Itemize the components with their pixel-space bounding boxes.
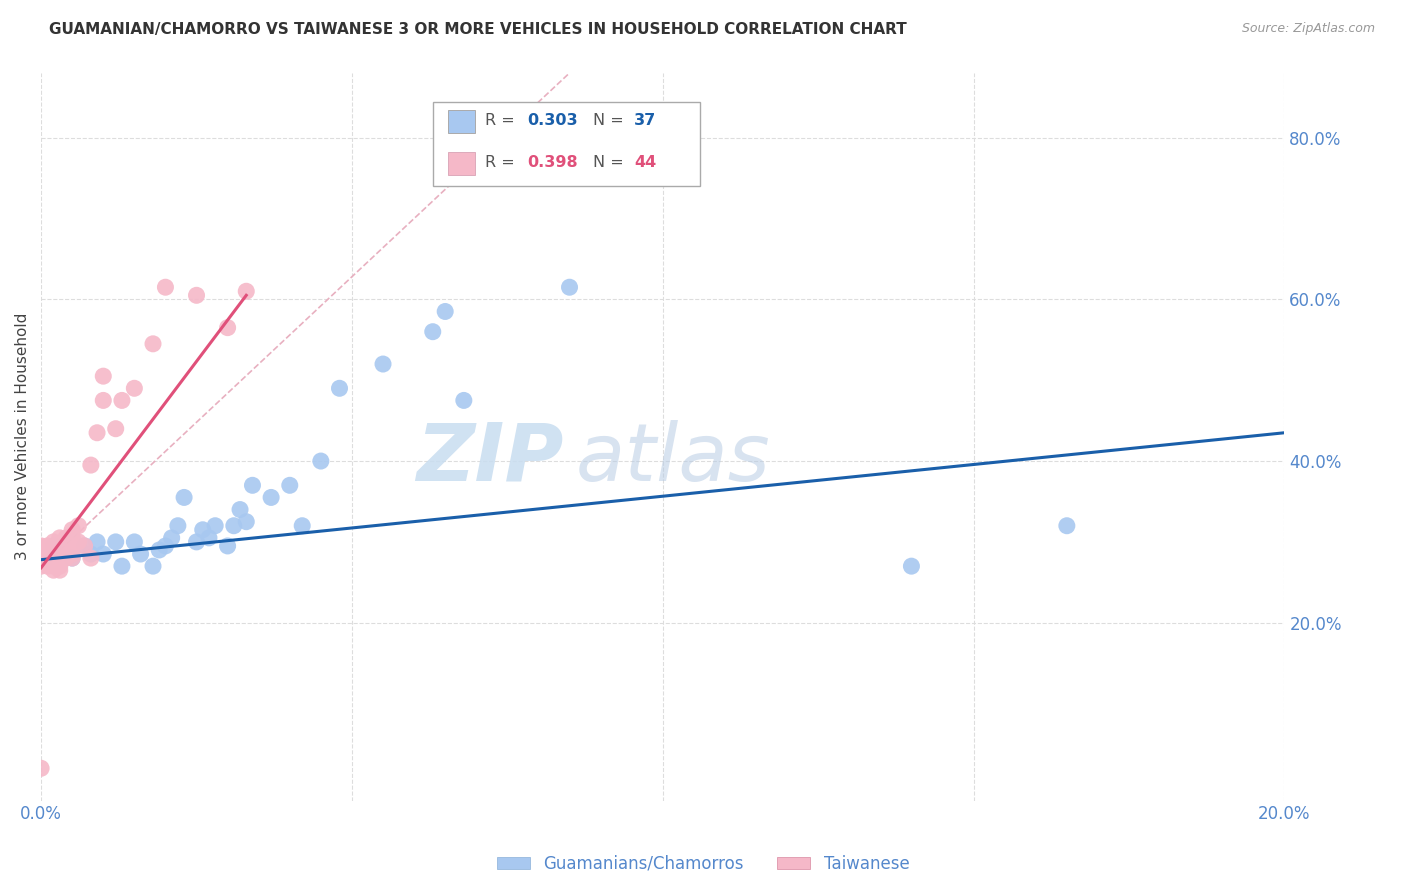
Point <box>49 559 72 574</box>
Point <box>37 539 59 553</box>
Point <box>55 535 77 549</box>
Point <box>60 523 83 537</box>
Point <box>173 491 195 505</box>
Text: N =: N = <box>593 155 628 170</box>
Point <box>191 523 214 537</box>
Text: atlas: atlas <box>575 419 770 498</box>
Point <box>204 518 226 533</box>
Point <box>60 551 83 566</box>
Point <box>186 288 208 302</box>
Point <box>217 320 239 334</box>
Bar <box>447 110 475 133</box>
Legend: Guamanians/Chamorros, Taiwanese: Guamanians/Chamorros, Taiwanese <box>489 848 917 880</box>
Point <box>104 422 127 436</box>
Point <box>260 491 283 505</box>
Text: N =: N = <box>593 113 628 128</box>
Point <box>30 761 52 775</box>
Point <box>371 357 394 371</box>
Text: 37: 37 <box>634 113 657 128</box>
Point <box>55 531 77 545</box>
Point <box>55 543 77 558</box>
Point <box>1056 518 1078 533</box>
Point <box>67 535 90 549</box>
Point <box>60 539 83 553</box>
Text: 44: 44 <box>634 155 657 170</box>
Point <box>37 547 59 561</box>
Text: Source: ZipAtlas.com: Source: ZipAtlas.com <box>1241 22 1375 36</box>
Point <box>73 539 96 553</box>
Point <box>558 280 581 294</box>
Point <box>142 559 165 574</box>
Point <box>242 478 264 492</box>
Point <box>42 535 65 549</box>
Point <box>91 547 114 561</box>
Point <box>129 547 152 561</box>
Point <box>309 454 332 468</box>
Point <box>124 381 146 395</box>
Point <box>222 518 245 533</box>
Point <box>86 535 108 549</box>
Point <box>328 381 350 395</box>
Point <box>111 393 134 408</box>
Point <box>155 539 177 553</box>
Point <box>30 559 52 574</box>
Point <box>49 531 72 545</box>
Point <box>900 559 922 574</box>
Point <box>49 543 72 558</box>
Point <box>86 425 108 440</box>
Point <box>434 304 457 318</box>
Point <box>73 539 96 553</box>
Point <box>160 531 183 545</box>
Point <box>167 518 190 533</box>
Point <box>49 551 72 566</box>
Point <box>42 563 65 577</box>
Point <box>49 563 72 577</box>
Point <box>422 325 444 339</box>
Text: 0.303: 0.303 <box>527 113 578 128</box>
Point <box>91 369 114 384</box>
Point <box>60 551 83 566</box>
Point <box>49 555 72 569</box>
Point <box>229 502 252 516</box>
Point <box>235 285 257 299</box>
Point <box>42 559 65 574</box>
Y-axis label: 3 or more Vehicles in Household: 3 or more Vehicles in Household <box>15 313 30 560</box>
Point <box>235 515 257 529</box>
Text: GUAMANIAN/CHAMORRO VS TAIWANESE 3 OR MORE VEHICLES IN HOUSEHOLD CORRELATION CHAR: GUAMANIAN/CHAMORRO VS TAIWANESE 3 OR MOR… <box>49 22 907 37</box>
Text: R =: R = <box>485 113 520 128</box>
Text: R =: R = <box>485 155 520 170</box>
Bar <box>447 152 475 175</box>
Point <box>291 518 314 533</box>
Point <box>42 539 65 553</box>
Point <box>80 551 103 566</box>
Text: 0.398: 0.398 <box>527 155 578 170</box>
Point <box>142 336 165 351</box>
Text: ZIP: ZIP <box>416 419 564 498</box>
Point <box>217 539 239 553</box>
Point <box>155 280 177 294</box>
Point <box>30 551 52 566</box>
Point <box>80 547 103 561</box>
Point <box>55 547 77 561</box>
Point <box>37 551 59 566</box>
Point <box>42 551 65 566</box>
Point <box>37 559 59 574</box>
Point <box>67 518 90 533</box>
Point <box>124 535 146 549</box>
Point <box>186 535 208 549</box>
Point <box>91 393 114 408</box>
Point <box>111 559 134 574</box>
Point <box>30 539 52 553</box>
Point <box>278 478 301 492</box>
Point <box>198 531 221 545</box>
Point <box>55 551 77 566</box>
Point <box>60 547 83 561</box>
Point <box>148 543 170 558</box>
Point <box>104 535 127 549</box>
Point <box>453 393 475 408</box>
Point <box>80 458 103 472</box>
Bar <box>433 102 700 186</box>
Point <box>60 531 83 545</box>
